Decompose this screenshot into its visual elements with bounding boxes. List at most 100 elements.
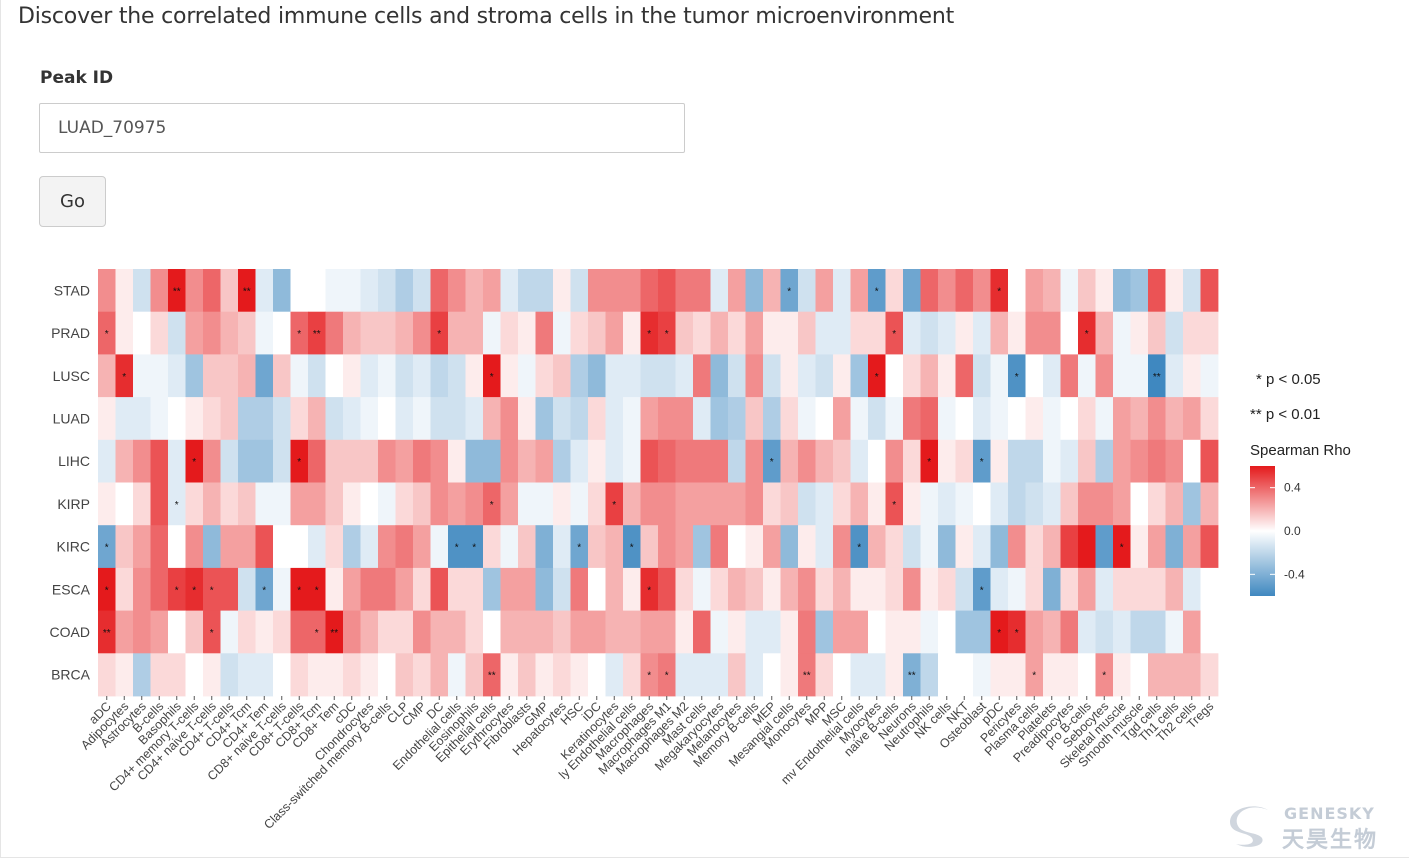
heatmap-cell-luad-mesangial-cells: [780, 397, 799, 441]
heatmap-cell-brca-sebocytes: [1095, 653, 1114, 697]
heatmap-cell-luad-cd4-tem: [255, 397, 274, 441]
heatmap-cell-luad-chondrocytes: [360, 397, 379, 441]
heatmap-cell-lihc-melanocytes: [728, 439, 746, 483]
heatmap-cell-esca-mast-cells: [693, 567, 711, 611]
heatmap-cell-prad-plasma-cells: [1025, 311, 1044, 355]
heatmap-cell-lusc-cd8-t-cells: [290, 354, 309, 398]
heatmap-cell-luad-sebocytes: [1095, 397, 1114, 441]
heatmap-cell-kirp-adipocytes: [115, 482, 134, 526]
significance-mark: *: [577, 543, 581, 554]
heatmap-cell-prad-cd4-tcm: [238, 311, 256, 355]
heatmap-cell-kirc-neutrophils: [920, 525, 939, 569]
heatmap-cell-prad-mep: [763, 311, 781, 355]
heatmap-cell-luad-plasma-cells: [1025, 397, 1044, 441]
heatmap-cell-lusc-ly-endothelial-cells: [623, 354, 641, 398]
heatmap-cell-coad-mpp: [815, 610, 834, 654]
heatmap-cell-kirc-ly-endothelial-cells: [623, 525, 641, 569]
significance-mark: *: [175, 500, 179, 511]
heatmap-cell-brca-memory-b-cells: [745, 653, 764, 697]
heatmap-cell-coad-cd4-tcm: [238, 610, 256, 654]
heatmap-cell-esca-pericytes: [1008, 567, 1026, 611]
heatmap-cell-lusc-cd4-t-cells: [220, 354, 239, 398]
heatmap-cell-lusc-clp: [395, 354, 414, 398]
heatmap-cell-lihc-hepatocytes: [553, 439, 571, 483]
heatmap-cell-kirp-cmp: [413, 482, 431, 526]
heatmap-cell-lihc-cd4-tem: [255, 439, 274, 483]
heatmap-cell-kirp-keratinocytes: [605, 482, 624, 526]
heatmap-cell-prad-b-cells: [150, 311, 169, 355]
heatmap-cell-luad-dc: [430, 397, 449, 441]
go-button[interactable]: Go: [39, 176, 106, 227]
heatmap-cell-prad-monocytes: [798, 311, 816, 355]
heatmap-cell-brca-erythrocytes: [500, 653, 519, 697]
heatmap-cell-kirp-neutrophils: [920, 482, 939, 526]
significance-mark: *: [1120, 543, 1124, 554]
heatmap-cell-stad-astrocytes: [133, 269, 151, 313]
heatmap-cell-brca-gmp: [535, 653, 554, 697]
heatmap-cell-lusc-cmp: [413, 354, 431, 398]
significance-mark: *: [1015, 372, 1019, 383]
heatmap-cell-lusc-fibroblasts: [518, 354, 536, 398]
heatmap-cell-lusc-preadipocytes: [1060, 354, 1079, 398]
heatmap-cell-coad-sebocytes: [1095, 610, 1114, 654]
heatmap-cell-luad-endothelial-cells: [448, 397, 466, 441]
heatmap-cell-lusc-tgd-cells: [1148, 354, 1166, 398]
heatmap-cell-brca-adipocytes: [115, 653, 134, 697]
heatmap-cell-kirp-ly-endothelial-cells: [623, 482, 641, 526]
heatmap-cell-lusc-osteoblast: [973, 354, 991, 398]
heatmap-cell-brca-cd4-tcm: [238, 653, 256, 697]
heatmap-cell-kirc-adc: [98, 525, 116, 569]
heatmap-cell-kirc-mpp: [815, 525, 834, 569]
heatmap-cell-prad-hsc: [570, 311, 589, 355]
heatmap-cell-luad-osteoblast: [973, 397, 991, 441]
heatmap-cell-stad-fibroblasts: [518, 269, 536, 313]
heatmap-cell-kirp-pdc: [990, 482, 1009, 526]
heatmap-cell-prad-adipocytes: [115, 311, 134, 355]
heatmap-cell-stad-macrophages: [640, 269, 659, 313]
heatmap-cell-kirp-smooth-muscle: [1130, 482, 1149, 526]
heatmap-cell-esca-epithelial-cells: [483, 567, 501, 611]
heatmap-cell-brca-cd4-t-cells: [220, 653, 239, 697]
heatmap-cell-lihc-myocytes: [868, 439, 886, 483]
heatmap-cell-esca-msc: [833, 567, 851, 611]
heatmap-cell-coad-adipocytes: [115, 610, 134, 654]
heatmap-cell-esca-neurons: [903, 567, 921, 611]
heatmap-cell-prad-endothelial-cells: [448, 311, 466, 355]
heatmap-cell-lihc-cdc: [343, 439, 361, 483]
heatmap-cell-esca-ly-endothelial-cells: [623, 567, 641, 611]
heatmap-cell-prad-skeletal-muscle: [1113, 311, 1131, 355]
heatmap-cell-stad-adc: [98, 269, 116, 313]
heatmap-cell-kirc-monocytes: [798, 525, 816, 569]
heatmap-cell-lihc-adc: [98, 439, 116, 483]
heatmap-cell-brca-nkt: [955, 653, 974, 697]
heatmap-cell-lusc-mpp: [815, 354, 834, 398]
heatmap-cell-coad-cd4-memory-t-cells: [185, 610, 204, 654]
heatmap-cell-luad-cd8-tem: [325, 397, 344, 441]
heatmap-cell-stad-myocytes: [868, 269, 886, 313]
heatmap-cell-kirc-th2-cells: [1183, 525, 1201, 569]
heatmap-cell-esca-cd8-tcm: [308, 567, 326, 611]
peak-id-input[interactable]: [39, 103, 685, 153]
heatmap-cell-lusc-nk-cells: [938, 354, 956, 398]
peak-id-label: Peak ID: [40, 68, 114, 88]
heatmap-cell-prad-fibroblasts: [518, 311, 536, 355]
heatmap-cell-lusc-pericytes: [1008, 354, 1026, 398]
heatmap-cell-esca-idc: [588, 567, 606, 611]
heatmap-cell-kirp-cd8-tem: [325, 482, 344, 526]
heatmap-cell-luad-eosinophils: [465, 397, 484, 441]
heatmap-cell-prad-mast-cells: [693, 311, 711, 355]
heatmap-cell-luad-monocytes: [798, 397, 816, 441]
heatmap-cell-lihc-pro-b-cells: [1078, 439, 1096, 483]
heatmap-cell-luad-smooth-muscle: [1130, 397, 1149, 441]
significance-mark: *: [297, 585, 301, 596]
heatmap-cell-kirp-cd4-t-cells: [220, 482, 239, 526]
heatmap-cell-coad-cd8-t-cells: [290, 610, 309, 654]
heatmap-cell-stad-th1-cells: [1165, 269, 1184, 313]
heatmap-cell-stad-cd8-tem: [325, 269, 344, 313]
heatmap-cell-lusc-melanocytes: [728, 354, 746, 398]
heatmap-cell-luad-ly-endothelial-cells: [623, 397, 641, 441]
heatmap-cell-lusc-adc: [98, 354, 116, 398]
heatmap-cell-kirc-cd4-tem: [255, 525, 274, 569]
heatmap-cell-lihc-memory-b-cells: [745, 439, 764, 483]
significance-mark: *: [665, 329, 669, 340]
